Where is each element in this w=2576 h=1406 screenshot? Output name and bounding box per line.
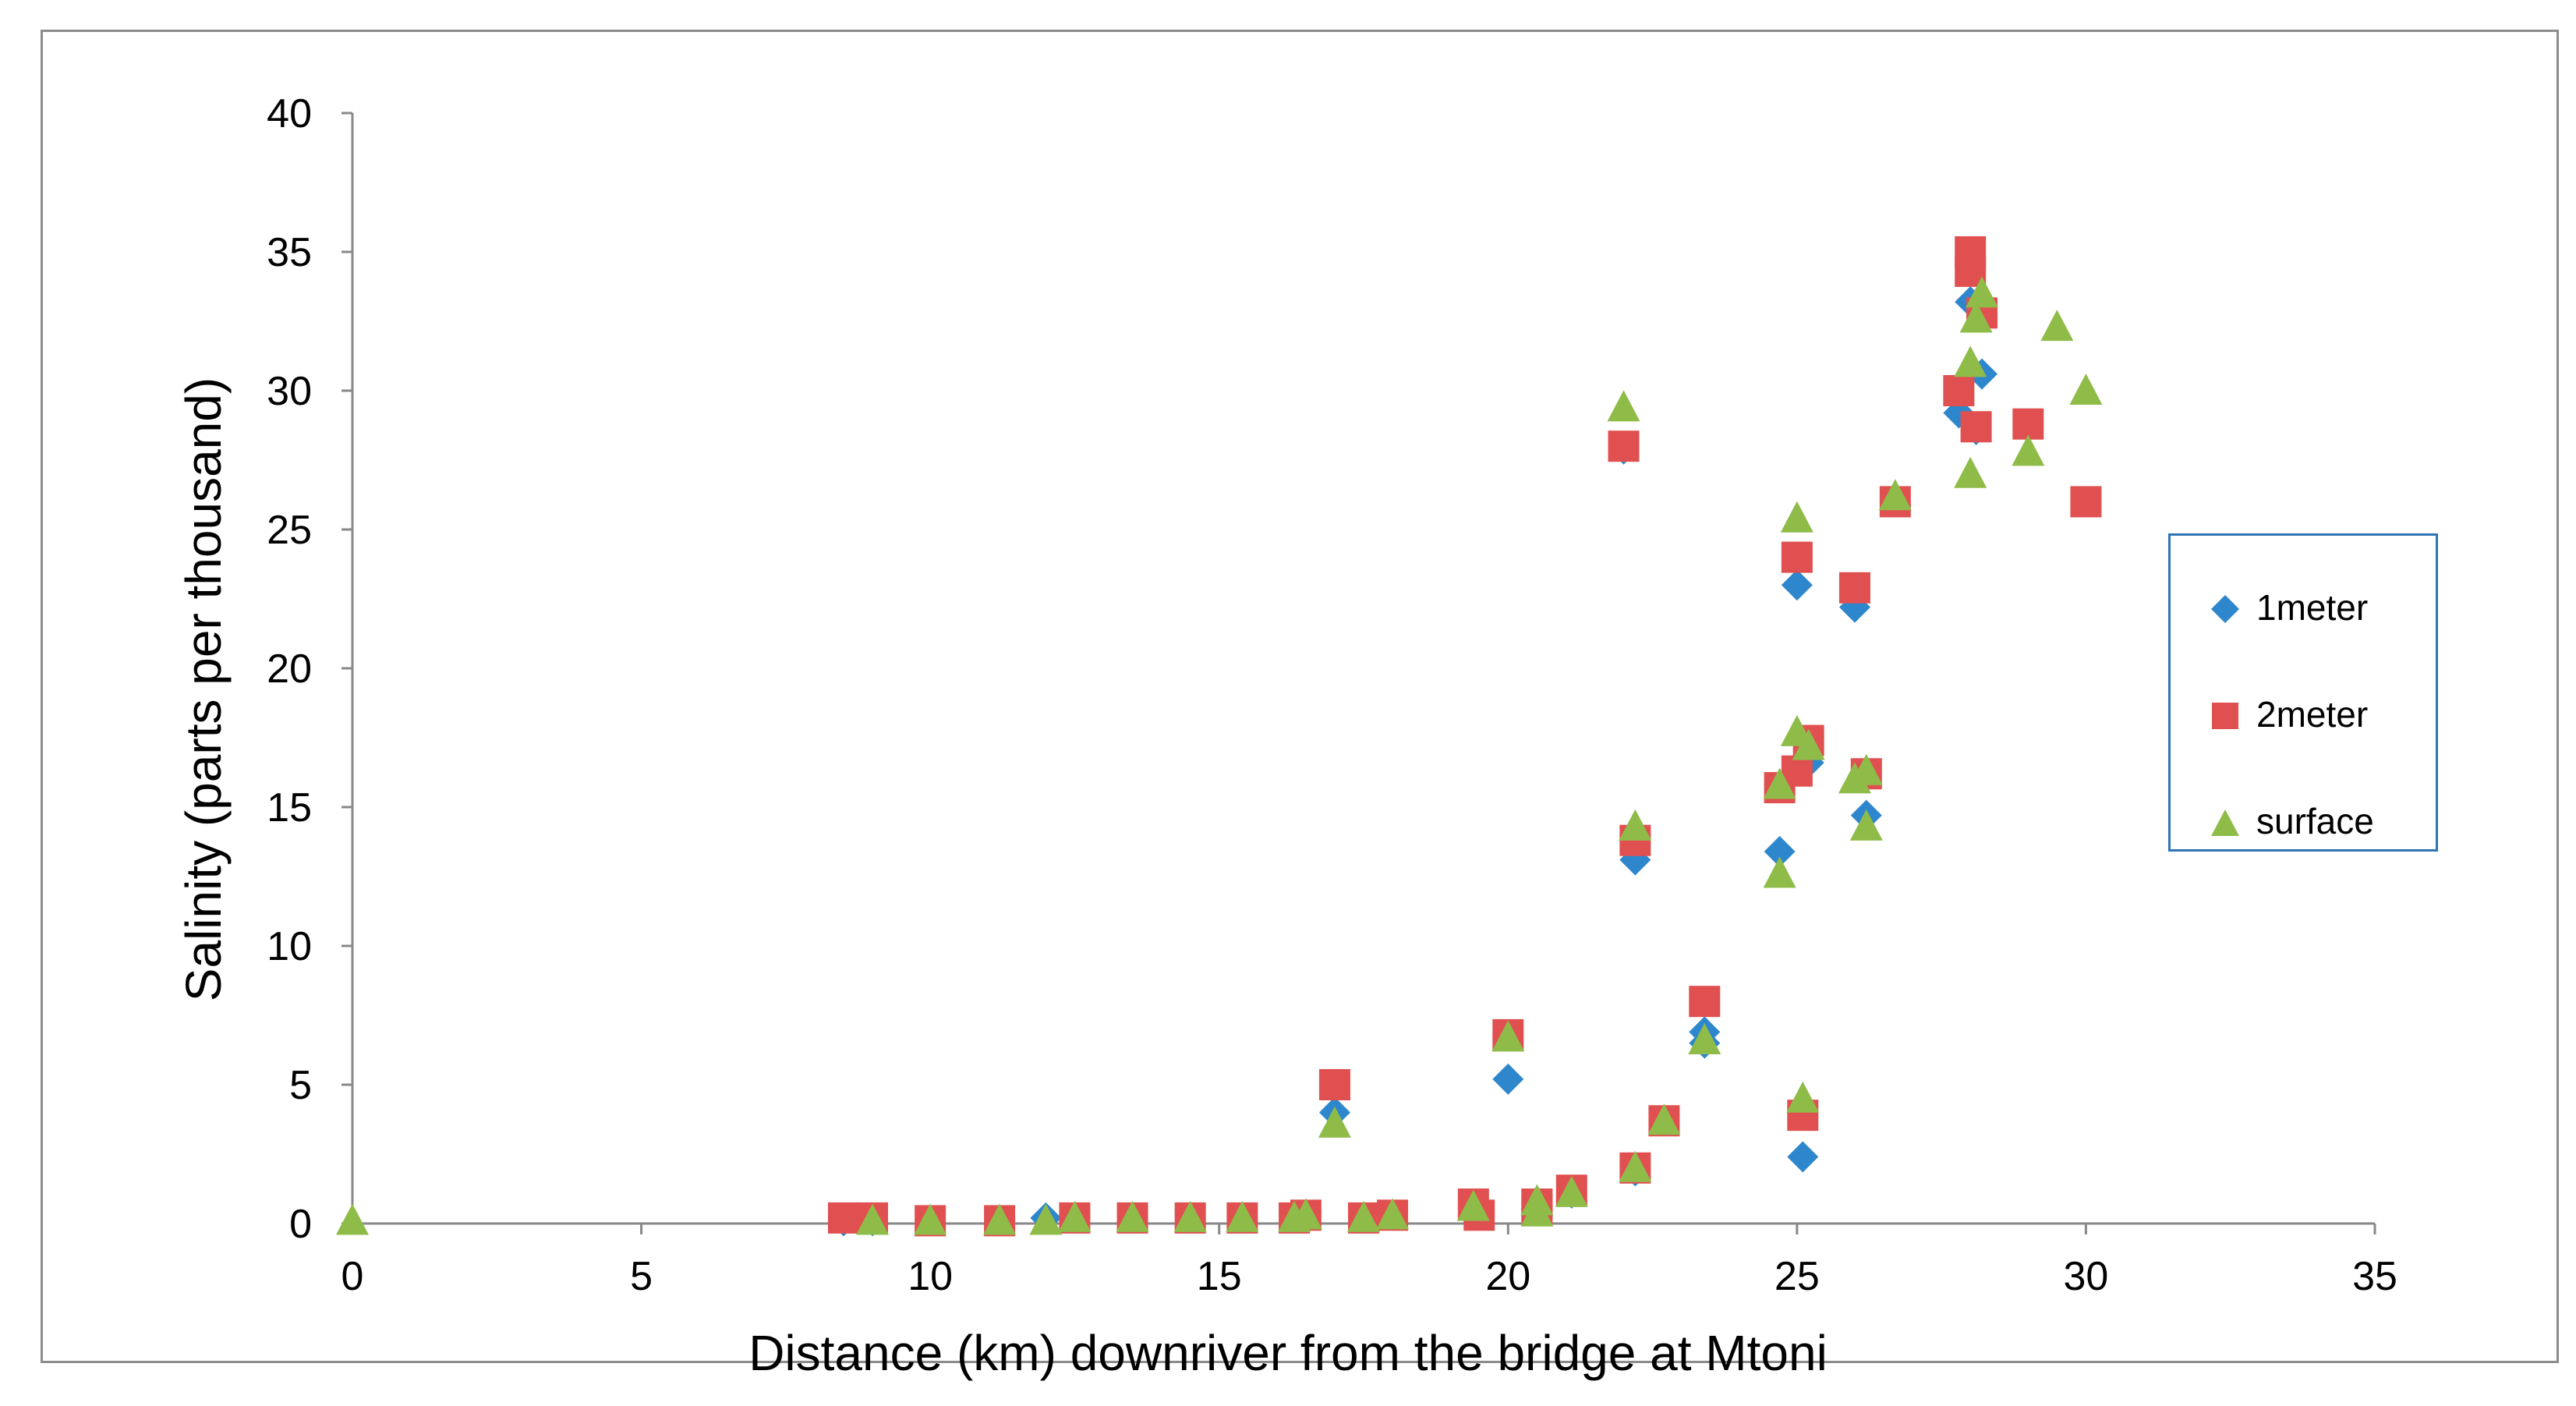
- point-2meter: [1781, 541, 1813, 573]
- x-tick-label: 10: [908, 1254, 953, 1299]
- point-2meter: [2012, 408, 2044, 440]
- point-surface: [2012, 434, 2045, 466]
- point-surface: [1226, 1200, 1259, 1232]
- point-surface: [1289, 1198, 1322, 1230]
- legend-triangle-marker: [2211, 809, 2239, 836]
- point-surface: [1966, 276, 1999, 308]
- y-axis-title: Salinity (parts per thousand): [175, 377, 232, 1001]
- point-surface: [1959, 301, 1993, 333]
- y-tick-label: 25: [267, 508, 312, 553]
- legend-item-1meter: 1meter: [2171, 578, 2436, 640]
- x-axis-title: Distance (km) downriver from the bridge …: [748, 1325, 1828, 1381]
- point-surface: [2040, 310, 2074, 342]
- point-2meter: [1943, 375, 1975, 406]
- point-1meter: [1787, 1141, 1819, 1173]
- legend-diamond-marker: [2211, 595, 2239, 623]
- point-surface: [1763, 856, 1796, 888]
- point-2meter: [1960, 411, 1992, 443]
- legend-label: surface: [2256, 801, 2374, 841]
- legend-label: 1meter: [2256, 587, 2369, 628]
- legend: 1meter 2meter surface: [2168, 533, 2438, 852]
- x-tick-label: 30: [2064, 1254, 2109, 1299]
- point-surface: [1849, 753, 1883, 785]
- point-surface: [1173, 1200, 1207, 1232]
- point-surface: [1780, 501, 1813, 533]
- point-surface: [1029, 1203, 1063, 1235]
- legend-item-2meter: 2meter: [2171, 685, 2436, 747]
- point-surface: [914, 1203, 947, 1235]
- y-tick-label: 35: [267, 230, 312, 275]
- point-surface: [983, 1203, 1017, 1235]
- point-surface: [1376, 1198, 1410, 1230]
- point-1meter: [1781, 569, 1813, 601]
- point-surface: [1555, 1175, 1588, 1207]
- point-2meter: [1608, 430, 1640, 462]
- point-surface: [1619, 809, 1652, 841]
- legend-square-marker: [2212, 703, 2238, 729]
- point-2meter: [1838, 572, 1870, 604]
- point-surface: [1607, 390, 1640, 422]
- x-tick-label: 35: [2352, 1254, 2397, 1299]
- x-tick-label: 5: [630, 1254, 653, 1299]
- y-tick-label: 20: [267, 646, 312, 692]
- legend-label: 2meter: [2256, 694, 2369, 735]
- point-1meter: [1492, 1063, 1524, 1095]
- point-surface: [1954, 456, 1987, 488]
- point-surface: [1491, 1020, 1525, 1052]
- point-surface: [1786, 1081, 1820, 1113]
- x-tick-label: 0: [341, 1254, 364, 1299]
- point-1meter: [1764, 835, 1796, 867]
- point-2meter: [1318, 1069, 1350, 1100]
- point-surface: [1688, 1023, 1721, 1055]
- point-surface: [1792, 728, 1825, 760]
- y-tick-label: 15: [267, 785, 312, 830]
- y-tick-label: 30: [267, 369, 312, 414]
- point-surface: [1116, 1200, 1149, 1232]
- point-surface: [1318, 1106, 1351, 1138]
- point-surface: [1849, 809, 1883, 841]
- point-surface: [2069, 374, 2103, 405]
- point-surface: [1878, 479, 1912, 511]
- point-surface: [336, 1203, 369, 1235]
- chart-area: [41, 30, 2559, 1363]
- point-2meter: [2070, 486, 2102, 518]
- point-surface: [1647, 1103, 1681, 1135]
- x-tick-label: 15: [1197, 1254, 1242, 1299]
- x-tick-label: 25: [1775, 1254, 1820, 1299]
- point-surface: [1347, 1200, 1380, 1232]
- y-tick-label: 5: [289, 1063, 312, 1108]
- y-tick-label: 40: [267, 91, 312, 136]
- point-surface: [1456, 1189, 1490, 1221]
- point-surface: [856, 1203, 890, 1235]
- point-surface: [1619, 1150, 1652, 1182]
- point-2meter: [1689, 986, 1721, 1018]
- point-surface: [1954, 345, 1987, 377]
- point-surface: [1520, 1184, 1554, 1216]
- x-tick-label: 20: [1485, 1254, 1530, 1299]
- point-surface: [1763, 767, 1796, 799]
- y-tick-label: 0: [289, 1202, 312, 1247]
- y-tick-label: 10: [267, 924, 312, 969]
- point-2meter: [827, 1202, 859, 1234]
- legend-item-surface: surface: [2171, 792, 2436, 854]
- point-surface: [1058, 1200, 1092, 1232]
